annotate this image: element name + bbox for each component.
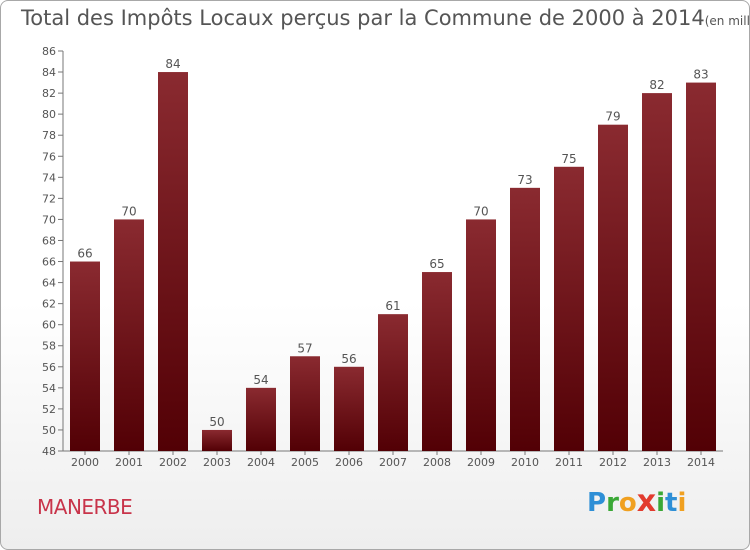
bar-value-label: 66 <box>77 247 92 261</box>
x-tick-label: 2005 <box>291 456 319 469</box>
bar-value-label: 70 <box>473 204 488 218</box>
y-tick-label: 74 <box>42 171 56 184</box>
y-tick-label: 50 <box>42 424 56 437</box>
commune-name: MANERBE <box>37 495 133 519</box>
bar-value-label: 70 <box>121 204 136 218</box>
bar-2014 <box>686 82 716 451</box>
bar-2002 <box>158 72 188 451</box>
y-tick-label: 70 <box>42 213 56 226</box>
bar-2007 <box>378 314 408 451</box>
y-tick-label: 48 <box>42 445 56 458</box>
x-tick-label: 2003 <box>203 456 231 469</box>
y-tick-label: 54 <box>42 382 56 395</box>
bar-2010 <box>510 187 540 451</box>
y-tick-label: 60 <box>42 319 56 332</box>
x-tick-label: 2008 <box>423 456 451 469</box>
x-tick-label: 2004 <box>247 456 275 469</box>
x-tick-label: 2013 <box>643 456 671 469</box>
logo-letter: i <box>656 488 666 518</box>
chart-title-text: Total des Impôts Locaux perçus par la Co… <box>21 6 705 30</box>
logo-letter: t <box>665 488 678 518</box>
bar-2000 <box>70 261 100 451</box>
bar-value-label: 50 <box>209 415 224 429</box>
y-tick-label: 62 <box>42 298 56 311</box>
bar-2005 <box>290 356 320 451</box>
bar-2009 <box>466 219 496 451</box>
y-tick-label: 78 <box>42 129 56 142</box>
logo-letter: P <box>587 488 607 518</box>
logo-letter: i <box>677 488 687 518</box>
logo-letter: r <box>606 488 619 518</box>
y-tick-label: 68 <box>42 234 56 247</box>
y-tick-label: 52 <box>42 403 56 416</box>
bar-value-label: 54 <box>253 373 268 387</box>
logo-letter: x <box>636 484 657 519</box>
x-tick-label: 2011 <box>555 456 583 469</box>
bar-2001 <box>114 219 144 451</box>
bar-2008 <box>422 272 452 451</box>
bar-2003 <box>202 429 232 451</box>
bar-value-label: 57 <box>297 341 312 355</box>
x-tick-label: 2000 <box>71 456 99 469</box>
bar-value-label: 83 <box>693 68 708 82</box>
bar-value-label: 65 <box>429 257 444 271</box>
bar-2013 <box>642 93 672 452</box>
bar-2006 <box>334 366 364 451</box>
bar-value-label: 56 <box>341 352 356 366</box>
y-tick-label: 84 <box>42 66 56 79</box>
y-tick-label: 58 <box>42 340 56 353</box>
bar-value-label: 75 <box>561 152 576 166</box>
x-tick-label: 2014 <box>687 456 715 469</box>
y-tick-label: 80 <box>42 108 56 121</box>
chart-title: Total des Impôts Locaux perçus par la Co… <box>21 6 749 30</box>
proxiti-logo: Proxiti <box>587 484 687 519</box>
x-tick-label: 2009 <box>467 456 495 469</box>
bar-2011 <box>554 166 584 451</box>
x-tick-label: 2012 <box>599 456 627 469</box>
chart-unit: (en milliers d'€) <box>704 14 750 28</box>
bar-value-label: 79 <box>605 110 620 124</box>
y-tick-label: 64 <box>42 277 56 290</box>
logo-letter: o <box>618 488 637 518</box>
bar-value-label: 73 <box>517 173 532 187</box>
y-tick-label: 82 <box>42 87 56 100</box>
y-tick-label: 66 <box>42 256 56 269</box>
x-tick-label: 2001 <box>115 456 143 469</box>
bar-value-label: 84 <box>165 57 180 71</box>
bar-value-label: 61 <box>385 299 400 313</box>
bar-2012 <box>598 124 628 452</box>
x-tick-label: 2007 <box>379 456 407 469</box>
x-tick-label: 2006 <box>335 456 363 469</box>
bar-value-label: 82 <box>649 78 664 92</box>
y-tick-label: 86 <box>42 45 56 58</box>
x-tick-label: 2002 <box>159 456 187 469</box>
y-tick-label: 72 <box>42 192 56 205</box>
x-tick-label: 2010 <box>511 456 539 469</box>
y-tick-label: 76 <box>42 150 56 163</box>
bar-2004 <box>246 387 276 451</box>
y-tick-label: 56 <box>42 361 56 374</box>
